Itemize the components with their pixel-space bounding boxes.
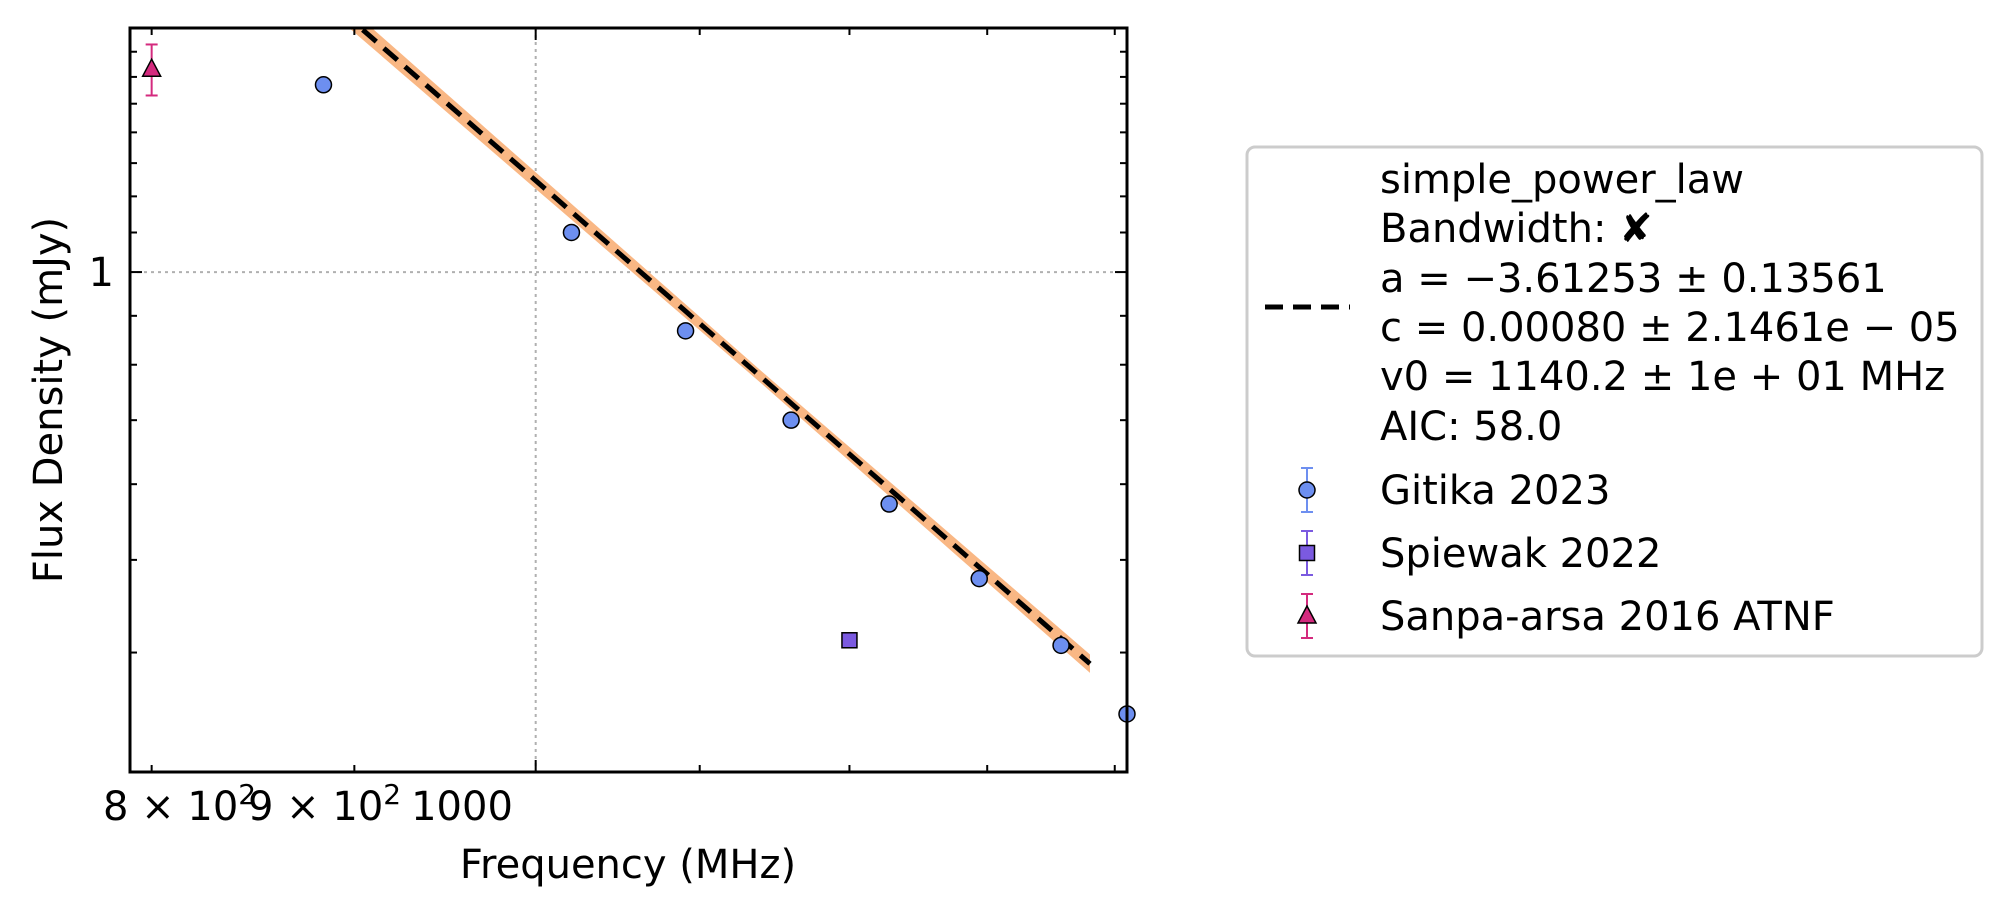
legend-marker — [1298, 481, 1316, 499]
legend-fit-param-a: a = −3.61253 ± 0.13561 — [1380, 256, 1887, 302]
data-point — [314, 76, 333, 94]
data-point — [141, 57, 162, 77]
y-tick-labels: 1 — [89, 250, 114, 296]
data-point — [970, 569, 988, 588]
fit-uncertainty-band — [349, 28, 1090, 673]
data-points — [141, 43, 1136, 723]
y-axis-label: Flux Density (mJy) — [26, 217, 72, 583]
legend-fit-param-v0: v0 = 1140.2 ± 1e + 01 MHz — [1380, 354, 1945, 400]
legend-series-label: Gitika 2023 — [1380, 468, 1610, 514]
x-tick-label: 1000 — [411, 784, 513, 830]
data-point — [841, 632, 858, 649]
legend-fit-bandwidth: Bandwidth: ✘ — [1380, 206, 1653, 252]
data-point — [1052, 636, 1070, 655]
legend-marker — [1298, 544, 1316, 562]
data-point — [880, 495, 898, 513]
legend-box — [1245, 145, 1984, 658]
data-point — [562, 223, 581, 242]
legend-fit-model: simple_power_law — [1380, 157, 1744, 203]
axis-ticks — [130, 28, 1127, 772]
legend: simple_power_law Bandwidth: ✘ a = −3.612… — [1245, 145, 1984, 658]
legend-series: Gitika 2023 Spiewak 2022 Sanpa-arsa 2016 A… — [1296, 467, 1835, 640]
legend-series-label: Sanpa-arsa 2016 ATNF — [1380, 594, 1835, 640]
plot-frame — [128, 26, 1129, 774]
grid-layer — [130, 28, 1127, 772]
legend-fit-param-c: c = 0.00080 ± 2.1461e − 05 — [1380, 305, 1960, 351]
legend-marker — [1296, 604, 1318, 624]
y-tick-label: 1 — [89, 250, 114, 296]
data-point — [676, 322, 695, 340]
legend-fit-aic: AIC: 58.0 — [1380, 404, 1562, 450]
fit-line — [356, 28, 1092, 666]
data-point — [782, 411, 800, 429]
x-axis-label: Frequency (MHz) — [460, 842, 796, 888]
x-tick-label: 9 × 102 — [248, 778, 401, 830]
legend-series-label: Spiewak 2022 — [1380, 531, 1661, 577]
x-tick-label: 8 × 102 — [103, 778, 256, 830]
